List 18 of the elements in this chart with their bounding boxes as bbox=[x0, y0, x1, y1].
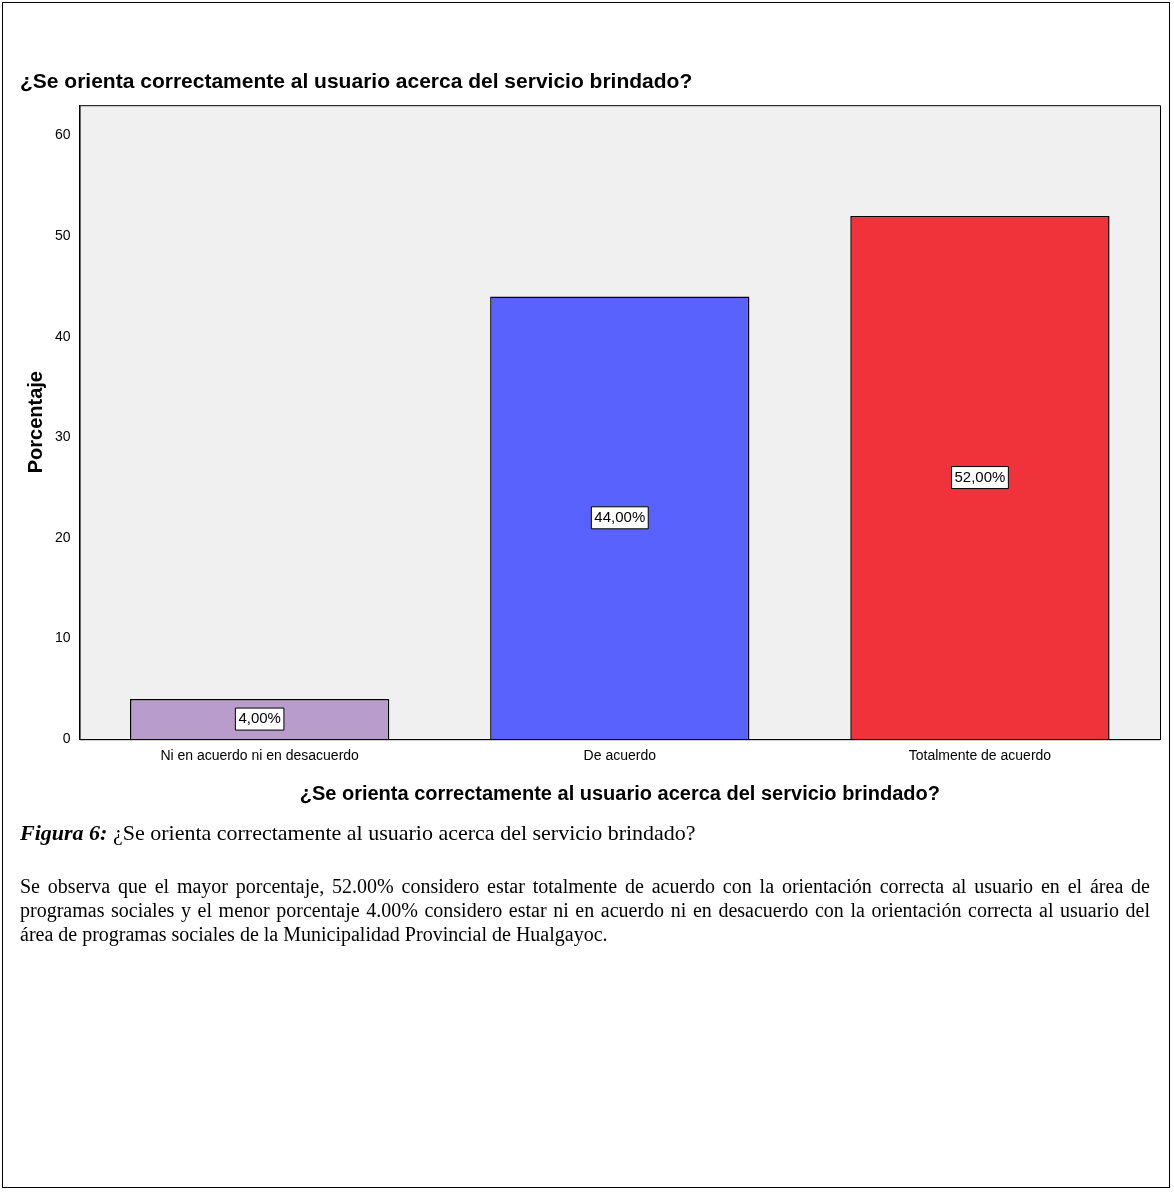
text: Se observa que el mayor porcentaje, 52.00% considero estar totalmente de acuerdo con la orientación correcta al usuario en el área de programas sociales y el menor porcentaje 4.00% considero estar ni en acuerdo ni en desacuerdo con la orientación correcta al usuario del área de programas sociales de la Municipalidad Provincial de Hualgayoc. bbox=[20, 874, 1150, 947]
y-tick-label: 60 bbox=[54, 126, 71, 143]
y-tick-label: 50 bbox=[54, 226, 71, 243]
y-tick-label: 40 bbox=[54, 327, 71, 344]
x-axis-title: ¿Se orienta correctamente al usuario acerca del servicio brindado? bbox=[299, 781, 940, 804]
data-label: 44,00% bbox=[594, 507, 646, 525]
x-tick-label: Ni en acuerdo ni en desacuerdo bbox=[160, 747, 360, 764]
y-axis-title: Porcentaje bbox=[23, 371, 46, 474]
data-label: 4,00% bbox=[238, 709, 281, 727]
y-tick-label: 0 bbox=[62, 730, 71, 747]
x-tick-label: De acuerdo bbox=[583, 747, 657, 764]
y-tick-label: 20 bbox=[54, 528, 71, 545]
y-tick-label: 10 bbox=[54, 629, 71, 646]
chart-title: ¿Se orienta correctamente al usuario acerca del servicio brindado? bbox=[20, 69, 693, 93]
data-label: 52,00% bbox=[954, 467, 1006, 485]
x-tick-label: Totalmente de acuerdo bbox=[908, 747, 1052, 764]
text: Figura 6: ¿Se orienta correctamente al usuario acerca del servicio brindado? bbox=[20, 820, 697, 847]
y-tick-label: 30 bbox=[54, 428, 71, 445]
